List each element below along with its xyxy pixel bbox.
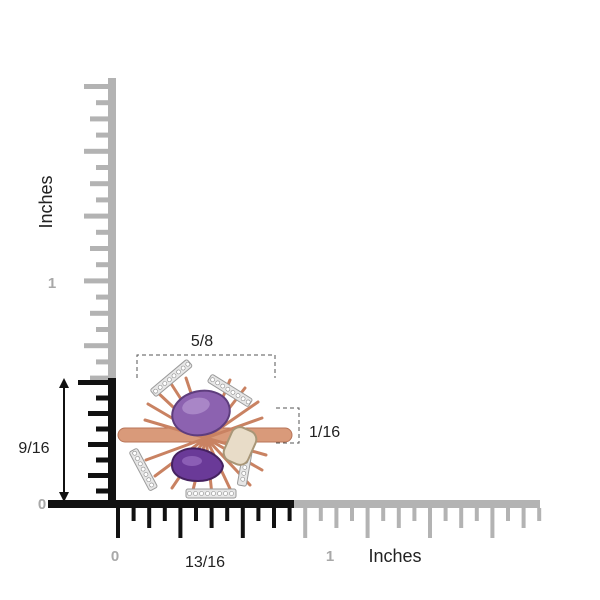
vertical-tick — [96, 229, 108, 235]
ring-gemstones — [170, 389, 258, 483]
width-guide — [136, 354, 276, 378]
diamond-accent-bar — [207, 374, 253, 407]
horizontal-tick — [131, 508, 136, 521]
horizontal-tick — [318, 508, 323, 521]
horizontal-tick — [240, 508, 245, 538]
vertical-tick-label-0: 0 — [38, 496, 46, 513]
vertical-ruler-gray-ticks — [84, 84, 108, 381]
horizontal-tick — [506, 508, 510, 521]
horizontal-unit-label: Inches — [368, 546, 421, 566]
horizontal-tick — [178, 508, 183, 538]
vertical-ruler — [78, 78, 116, 504]
horizontal-tick — [490, 508, 495, 538]
horizontal-tick — [537, 508, 542, 521]
vertical-tick-label-1: 1 — [48, 275, 56, 292]
horizontal-tick — [412, 508, 417, 521]
horizontal-tick — [303, 508, 308, 538]
ring-diamond-accents — [129, 359, 254, 499]
horizontal-tick — [116, 508, 120, 538]
vertical-tick — [78, 380, 108, 385]
horizontal-tick-label-1: 1 — [326, 548, 334, 565]
vertical-tick — [96, 197, 108, 203]
horizontal-tick — [334, 508, 339, 528]
vertical-ruler-gray-spine — [108, 78, 116, 378]
vertical-tick — [84, 84, 108, 89]
horizontal-tick — [428, 508, 432, 538]
vertical-tick — [84, 278, 108, 284]
footprint-dimension-label: 13/16 — [185, 554, 225, 571]
vertical-tick — [90, 375, 108, 381]
height-guide — [59, 378, 69, 502]
height-dimension-label: 9/16 — [18, 440, 49, 457]
vertical-tick — [90, 310, 108, 316]
horizontal-tick — [459, 508, 464, 528]
diamond-accent-bar — [185, 488, 237, 499]
vertical-tick — [96, 262, 108, 268]
horizontal-tick — [474, 508, 479, 521]
vertical-tick — [96, 132, 108, 138]
band-thickness-label: 1/16 — [309, 424, 340, 441]
horizontal-tick — [147, 508, 152, 528]
horizontal-tick — [521, 508, 526, 528]
horizontal-ruler-gray-spine — [294, 500, 540, 508]
horizontal-tick — [209, 508, 214, 528]
ring-wire — [204, 416, 264, 440]
horizontal-tick — [194, 508, 198, 521]
vertical-tick — [90, 181, 108, 187]
vertical-tick — [84, 343, 108, 349]
green-amethyst-stone — [222, 426, 258, 466]
horizontal-tick — [443, 508, 448, 521]
vertical-tick — [88, 473, 108, 478]
vertical-tick — [96, 100, 108, 106]
horizontal-tick-label-0: 0 — [111, 548, 119, 565]
vertical-tick — [88, 411, 108, 416]
ring-wire — [144, 436, 208, 462]
vertical-tick — [84, 213, 108, 219]
vertical-tick — [96, 457, 108, 463]
horizontal-tick — [272, 508, 276, 528]
width-dimension-label: 5/8 — [191, 333, 213, 350]
horizontal-tick — [256, 508, 261, 521]
ring-image — [117, 359, 293, 499]
vertical-unit-label: Inches — [36, 175, 56, 228]
vertical-tick — [88, 442, 108, 447]
vertical-tick — [96, 426, 108, 432]
vertical-tick — [96, 294, 108, 300]
vertical-tick — [96, 165, 108, 170]
oval-amethyst-highlight — [182, 397, 210, 415]
horizontal-ruler-ticks — [116, 508, 542, 538]
horizontal-ruler — [48, 500, 542, 538]
vertical-tick — [96, 488, 108, 494]
horizontal-ruler-black-spine — [48, 500, 294, 508]
horizontal-tick — [381, 508, 386, 521]
horizontal-tick — [365, 508, 370, 538]
horizontal-tick — [396, 508, 401, 528]
pear-amethyst-highlight — [182, 456, 202, 466]
horizontal-tick — [287, 508, 292, 521]
vertical-tick — [96, 327, 108, 332]
vertical-tick — [84, 148, 108, 154]
horizontal-tick — [225, 508, 230, 521]
diamond-accent-bar — [129, 448, 158, 491]
horizontal-tick — [162, 508, 167, 521]
horizontal-tick — [350, 508, 354, 521]
vertical-tick — [96, 359, 108, 365]
vertical-ruler-black-spine — [108, 378, 116, 504]
diamond-accent-bar — [150, 359, 193, 397]
vertical-tick — [90, 246, 108, 251]
vertical-tick — [90, 116, 108, 122]
vertical-tick — [96, 395, 108, 401]
vertical-ruler-black-ticks — [78, 380, 108, 494]
